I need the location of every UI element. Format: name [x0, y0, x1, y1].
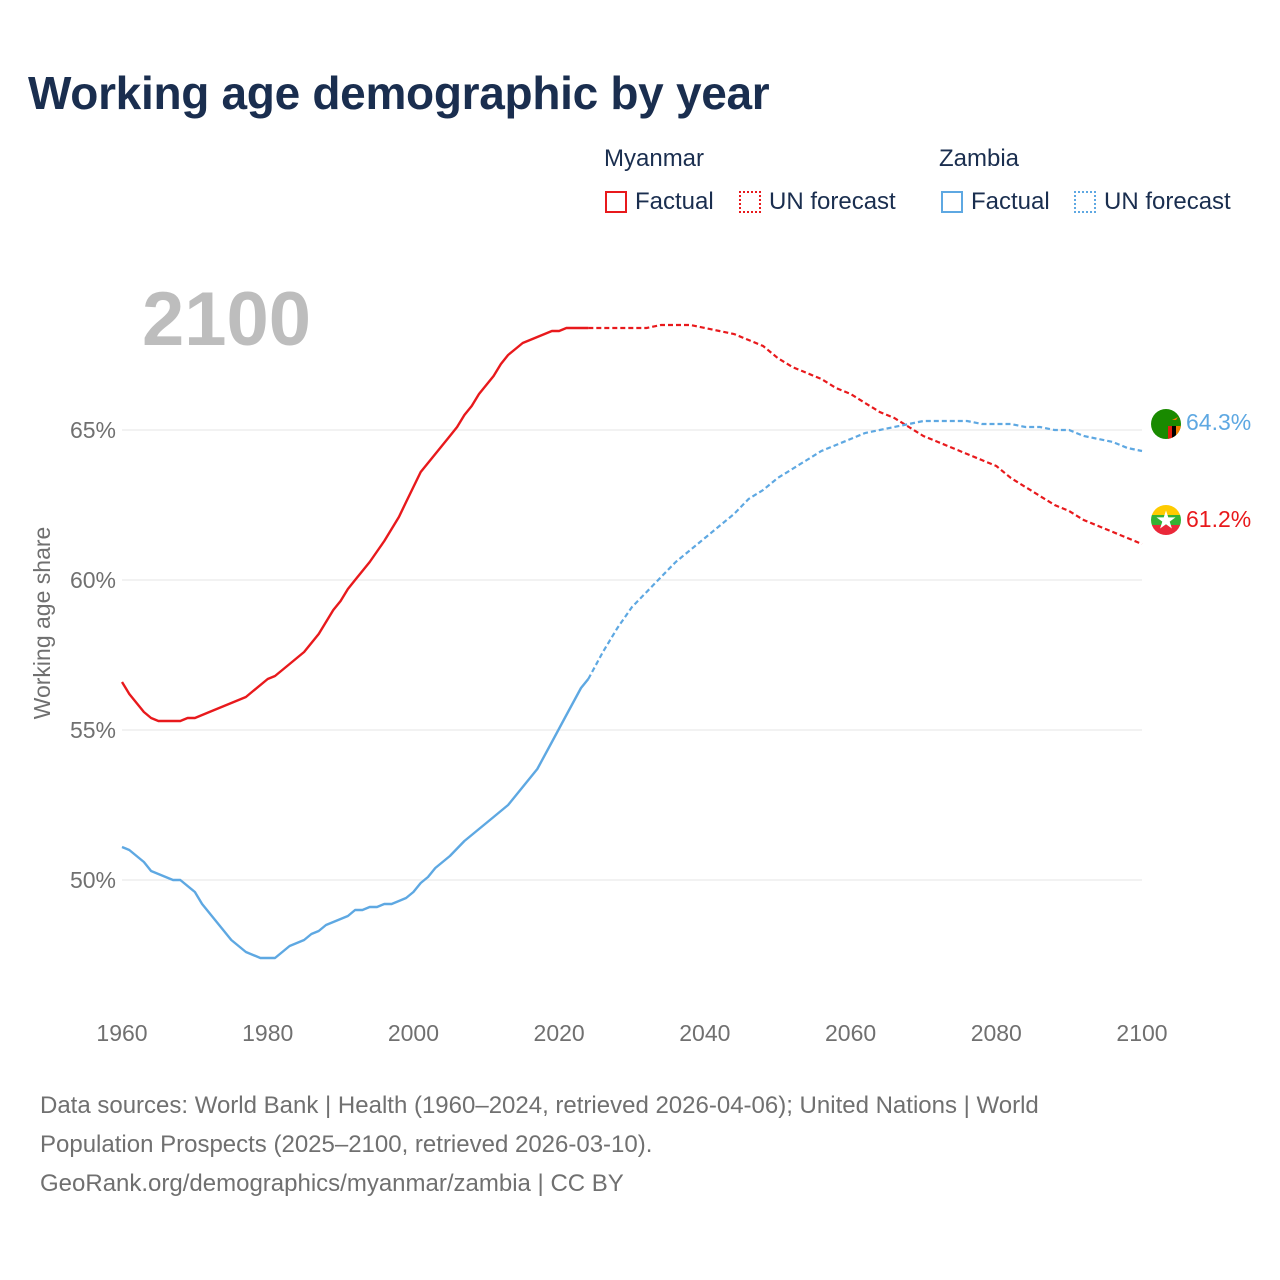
series [120, 323, 1143, 960]
y-axis-ticks: 50% 55% 60% 65% [70, 417, 116, 893]
myanmar-end-label: 61.2% [1186, 506, 1251, 532]
x-tick-label: 1960 [96, 1020, 147, 1046]
line-chart: 50% 55% 60% 65% 1960 1980 2000 2020 2040 2060 208… [29, 323, 1251, 1046]
myanmar-flag-stripe-red [1151, 525, 1181, 535]
myanmar-factual-line [120, 326, 589, 723]
x-tick-label: 2040 [679, 1020, 730, 1046]
x-tick-label: 2060 [825, 1020, 876, 1046]
legend-group-title-myanmar: Myanmar [604, 145, 705, 172]
legend-label: Factual [971, 188, 1050, 215]
legend-swatch-solid [941, 191, 963, 213]
x-tick-label: 2100 [1116, 1020, 1167, 1046]
x-axis-ticks: 1960 1980 2000 2020 2040 2060 2080 2100 [96, 1020, 1167, 1046]
myanmar-flag-stripe-yellow [1151, 505, 1181, 515]
chart-title: Working age demographic by year [28, 67, 770, 119]
zambia-end-label: 64.3% [1186, 409, 1251, 435]
legend-group-title-zambia: Zambia [939, 145, 1020, 172]
x-tick-label: 2080 [971, 1020, 1022, 1046]
footer-line: Data sources: World Bank | Health (1960–… [40, 1092, 1039, 1119]
footer-line[interactable]: GeoRank.org/demographics/myanmar/zambia … [40, 1170, 624, 1197]
grid [122, 429, 1142, 881]
y-tick-label: 55% [70, 717, 116, 743]
zambia-flag-stripe-red [1168, 426, 1172, 439]
myanmar-forecast-line [588, 323, 1143, 546]
legend-item-zambia-factual[interactable]: Factual [941, 188, 1050, 216]
zambia-flag-stripe-black [1172, 426, 1176, 439]
legend-item-myanmar-forecast[interactable]: UN forecast [739, 188, 896, 216]
legend-label: Factual [635, 188, 714, 215]
zambia-forecast-line [587, 419, 1143, 680]
x-tick-label: 1980 [242, 1020, 293, 1046]
legend-label: UN forecast [769, 188, 896, 215]
footer-sources: Data sources: World Bank | Health (1960–… [40, 1086, 1220, 1203]
legend-swatch-solid [605, 191, 627, 213]
y-tick-label: 65% [70, 417, 116, 443]
zambia-flag-eagle [1172, 417, 1178, 420]
x-tick-label: 2000 [388, 1020, 439, 1046]
legend-item-myanmar-factual[interactable]: Factual [605, 188, 714, 216]
y-axis-label: Working age share [29, 527, 55, 720]
y-tick-label: 60% [70, 567, 116, 593]
footer-line: Population Prospects (2025–2100, retriev… [40, 1131, 653, 1158]
year-watermark: 2100 [142, 277, 312, 362]
legend-item-zambia-forecast[interactable]: UN forecast [1074, 188, 1231, 216]
legend-swatch-dotted [739, 191, 761, 213]
myanmar-flag-marker [1151, 505, 1181, 535]
x-tick-label: 2020 [534, 1020, 585, 1046]
legend-label: UN forecast [1104, 188, 1231, 215]
y-tick-label: 50% [70, 867, 116, 893]
zambia-flag-stripe-orange [1176, 426, 1181, 439]
zambia-factual-line [121, 678, 590, 960]
zambia-flag-marker [1151, 409, 1181, 439]
myanmar-flag-star [1156, 510, 1176, 529]
legend-swatch-dotted [1074, 191, 1096, 213]
